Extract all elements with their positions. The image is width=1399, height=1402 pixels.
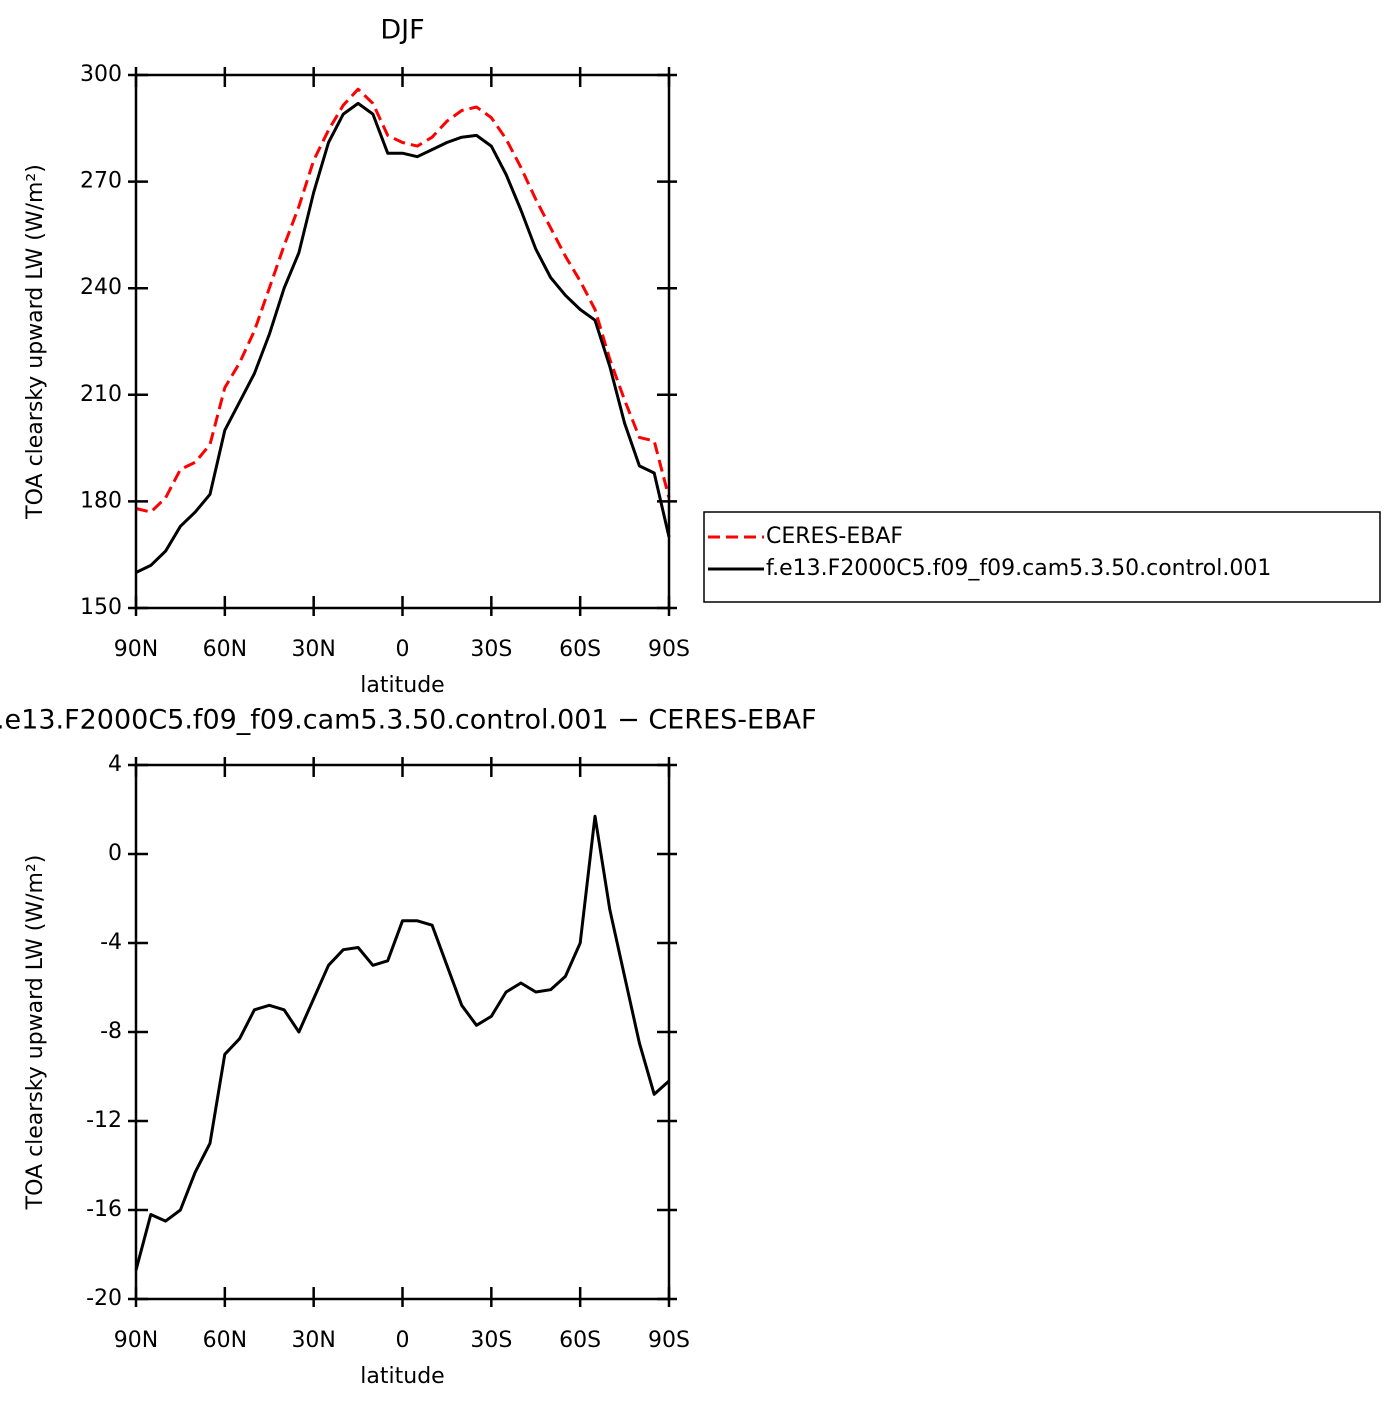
y-axis-label: TOA clearsky upward LW (W/m²) — [23, 855, 48, 1211]
line-series — [134, 814, 671, 1271]
x-tick-label: 90S — [648, 1328, 690, 1353]
line-series — [135, 101, 671, 574]
y-tick-label: 0 — [108, 841, 122, 866]
chart-title: f.e13.F2000C5.f09_f09.cam5.3.50.control.… — [0, 705, 817, 736]
y-tick-label: -12 — [86, 1108, 122, 1133]
line-series — [135, 87, 671, 514]
x-tick-label: 60N — [203, 637, 247, 662]
y-tick-label: -4 — [100, 930, 122, 955]
plot-frame — [134, 763, 671, 1301]
y-axis-label: TOA clearsky upward LW (W/m²) — [23, 164, 48, 520]
legend-label: f.e13.F2000C5.f09_f09.cam5.3.50.control.… — [766, 556, 1271, 581]
x-tick-label: 90N — [114, 637, 158, 662]
plot-frame — [134, 73, 671, 610]
y-tick-label: -8 — [100, 1019, 122, 1044]
y-tick-label: 240 — [80, 275, 122, 300]
legend-box — [703, 511, 1381, 603]
x-axis-label: latitude — [360, 673, 444, 698]
x-tick-label: 90S — [648, 637, 690, 662]
chart-title: DJF — [380, 15, 424, 46]
x-tick-label: 0 — [396, 1328, 410, 1353]
y-tick-label: 300 — [80, 62, 122, 87]
x-tick-label: 0 — [396, 637, 410, 662]
y-tick-label: 4 — [108, 752, 122, 777]
x-tick-label: 30N — [291, 1328, 335, 1353]
x-tick-label: 90N — [114, 1328, 158, 1353]
x-tick-label: 60S — [559, 1328, 601, 1353]
x-tick-label: 60S — [559, 637, 601, 662]
y-tick-label: 270 — [80, 169, 122, 194]
x-tick-label: 30N — [291, 637, 335, 662]
x-axis-label: latitude — [360, 1364, 444, 1389]
y-tick-label: -16 — [86, 1197, 122, 1222]
y-tick-label: -20 — [86, 1286, 122, 1311]
y-tick-label: 180 — [80, 488, 122, 513]
x-tick-label: 30S — [470, 1328, 512, 1353]
x-tick-label: 30S — [470, 637, 512, 662]
legend-label: CERES-EBAF — [766, 524, 903, 549]
x-tick-label: 60N — [203, 1328, 247, 1353]
y-tick-label: 150 — [80, 595, 122, 620]
y-tick-label: 210 — [80, 382, 122, 407]
